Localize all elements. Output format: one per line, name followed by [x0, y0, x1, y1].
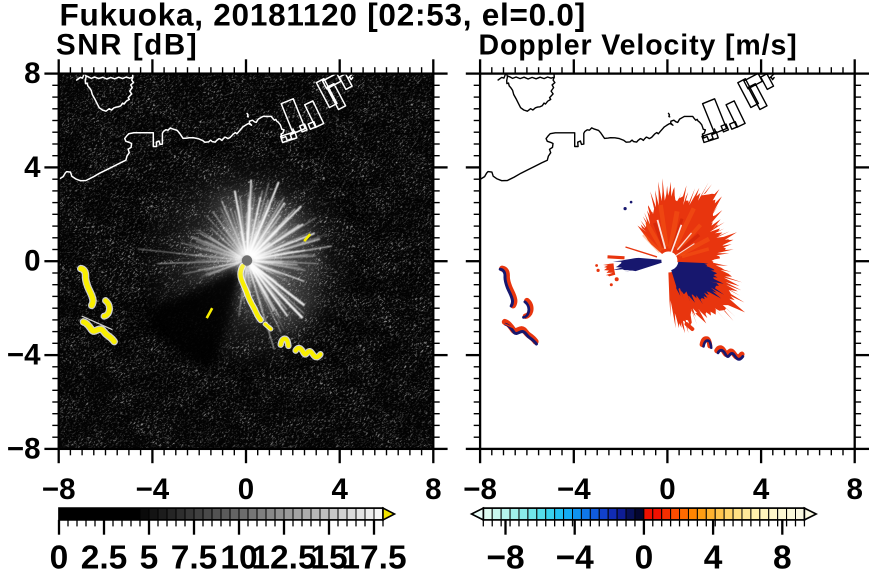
- svg-text:8: 8: [24, 57, 40, 90]
- svg-text:−4: −4: [136, 473, 170, 506]
- svg-text:8: 8: [425, 473, 441, 506]
- svg-text:−8: −8: [7, 432, 41, 465]
- svg-text:4: 4: [331, 473, 348, 506]
- svg-text:−8: −8: [42, 473, 76, 506]
- svg-text:8: 8: [846, 473, 862, 506]
- svg-text:5: 5: [140, 540, 159, 571]
- svg-text:−4: −4: [556, 540, 595, 571]
- svg-text:SNR [dB]: SNR [dB]: [56, 28, 198, 61]
- svg-text:8: 8: [773, 540, 792, 571]
- svg-text:−4: −4: [7, 339, 41, 372]
- svg-text:12.5: 12.5: [251, 540, 316, 571]
- svg-text:−8: −8: [463, 473, 497, 506]
- svg-text:4: 4: [704, 540, 723, 571]
- svg-text:0: 0: [24, 245, 40, 278]
- svg-text:0: 0: [50, 540, 69, 571]
- svg-text:7.5: 7.5: [171, 540, 218, 571]
- svg-text:4: 4: [753, 473, 770, 506]
- svg-text:2.5: 2.5: [81, 540, 128, 571]
- svg-text:Doppler Velocity [m/s]: Doppler Velocity [m/s]: [479, 29, 798, 61]
- svg-text:0: 0: [635, 540, 654, 571]
- svg-text:−8: −8: [486, 540, 524, 571]
- svg-text:0: 0: [238, 473, 254, 506]
- svg-text:−4: −4: [557, 473, 591, 506]
- svg-text:4: 4: [24, 151, 41, 184]
- svg-text:0: 0: [659, 473, 675, 506]
- svg-text:17.5: 17.5: [341, 540, 406, 571]
